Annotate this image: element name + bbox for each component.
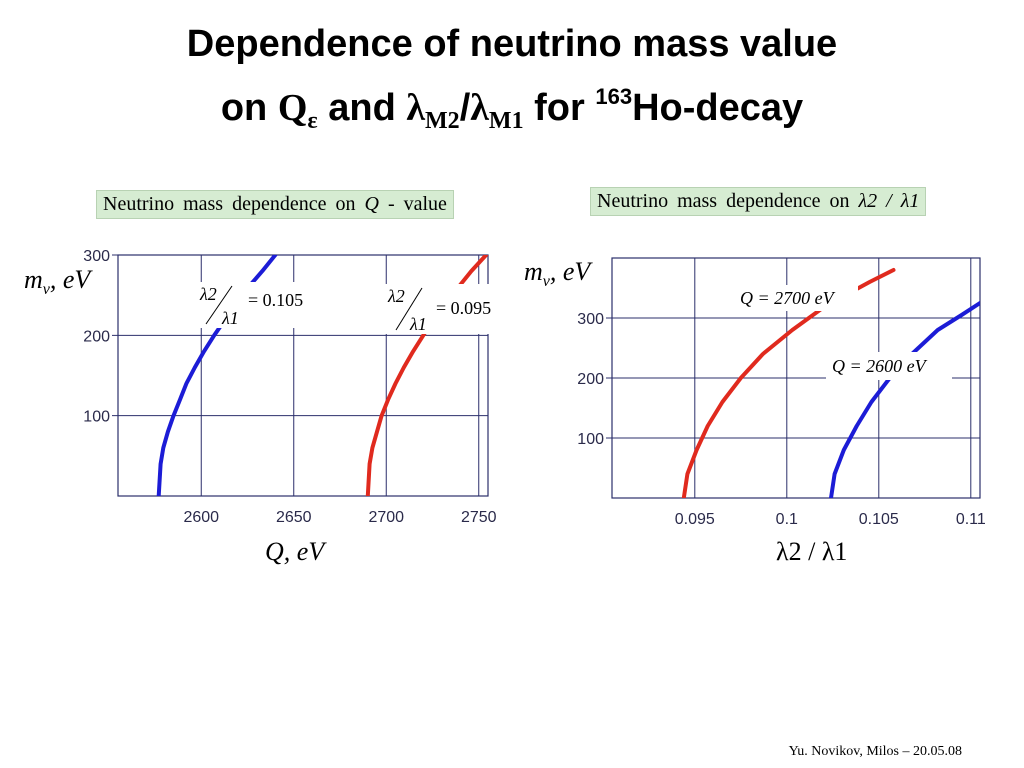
right-y-axis-label: mν, eV	[524, 257, 593, 290]
footer-credit: Yu. Novikov, Milos – 20.05.08	[788, 744, 962, 759]
right-series-line-1	[829, 301, 980, 498]
title-word-for: for	[534, 87, 585, 129]
title-q-symbol: Q	[277, 87, 308, 129]
left-annotation-blue-bg	[196, 282, 322, 328]
left-x-tick-label: 2600	[183, 509, 219, 526]
right-annotation-red-label: Q = 2700 eV	[740, 288, 836, 308]
left-x-tick-label: 2750	[461, 509, 497, 526]
title-m2-subscript: M2	[425, 108, 460, 134]
left-annotation-blue-den: λ1	[221, 308, 239, 328]
left-x-axis-label: Q, eV	[265, 537, 327, 566]
title-slash: /	[459, 87, 471, 129]
left-y-tick-label: 300	[83, 248, 110, 265]
slide-title-line2: on Qε and λM2/λM1 for 163Ho-decay	[0, 75, 1024, 143]
left-panel-label: Neutrino mass dependence on Q - value	[96, 190, 454, 219]
right-panel-label-var: λ2 / λ1	[858, 190, 920, 212]
right-panel-label-text: Neutrino mass dependence on	[597, 190, 850, 212]
left-y-tick-label: 100	[83, 409, 110, 426]
left-annotation-red-num: λ2	[387, 286, 405, 306]
title-element: Ho-decay	[632, 87, 804, 129]
left-y-axis-label: mν, eV	[24, 265, 93, 298]
title-m1-subscript: M1	[488, 108, 524, 134]
left-panel-label-text: Neutrino mass dependence on	[103, 193, 356, 215]
right-x-tick-label: 0.1	[776, 511, 798, 528]
left-x-tick-label: 2650	[276, 509, 312, 526]
right-annotation-red: Q = 2700 eV	[734, 285, 858, 311]
left-annotation-red-bg	[384, 284, 496, 334]
left-panel-label-var: Q	[364, 193, 379, 215]
right-annotation-blue-label: Q = 2600 eV	[832, 356, 928, 376]
title-q-subscript: ε	[307, 108, 318, 134]
right-x-axis-label: λ2 / λ1	[776, 537, 847, 566]
left-annotation-blue-num: λ2	[199, 284, 217, 304]
right-annotation-red-bg	[734, 285, 858, 311]
left-annotation-red: λ2 λ1 = 0.095	[384, 284, 496, 334]
left-y-tick-label: 200	[83, 328, 110, 345]
title-mass-number: 163	[595, 84, 633, 109]
slide-title-line1: Dependence of neutrino mass value	[186, 23, 838, 65]
right-x-tick-label: 0.105	[859, 511, 899, 528]
right-panel-label: Neutrino mass dependence on λ2 / λ1	[590, 187, 927, 216]
right-x-tick-label: 0.11	[956, 511, 986, 528]
right-y-tick-label: 300	[577, 311, 604, 328]
right-y-tick-label: 200	[577, 371, 604, 388]
left-annotation-blue: λ2 λ1 = 0.105	[196, 282, 322, 328]
left-annotation-blue-fraction-line	[205, 285, 233, 325]
left-annotation-blue-value: = 0.105	[248, 290, 303, 310]
right-annotation-blue: Q = 2600 eV	[826, 352, 952, 380]
title-word-and: and	[328, 87, 396, 129]
left-annotation-red-value: = 0.095	[436, 298, 491, 318]
left-annotation-red-fraction-line	[395, 287, 423, 331]
title-lambda-2: λ	[470, 87, 489, 129]
right-y-tick-label: 100	[577, 431, 604, 448]
title-word-on: on	[220, 87, 268, 129]
right-annotation-blue-bg	[826, 352, 952, 380]
left-annotation-red-den: λ1	[409, 314, 427, 334]
left-x-tick-label: 2700	[368, 509, 404, 526]
left-panel-label-suffix: - value	[387, 193, 447, 215]
right-x-tick-label: 0.095	[675, 511, 715, 528]
title-lambda-1: λ	[406, 87, 426, 129]
